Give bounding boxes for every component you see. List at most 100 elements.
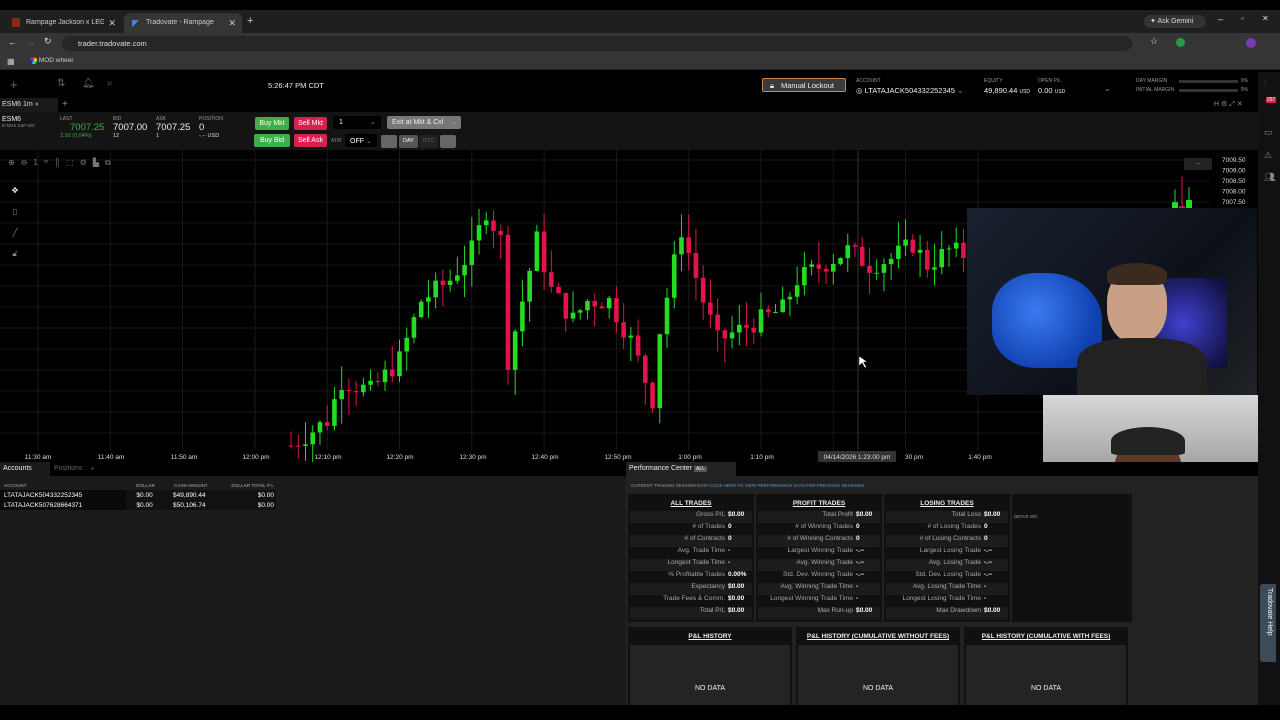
table-row[interactable]: LTATAJACK504332252345 $0.00 $49,890.44 $0.0… [0,490,276,500]
toggle-left-button[interactable] [381,135,397,148]
crosshair-time-label: 04/14/2026 1:23:00 pm [824,454,891,461]
lock-drawings-icon[interactable]: 🔓︎ [12,249,18,258]
profile-avatar[interactable] [1246,38,1256,48]
open-pl-value: 0.00 [1038,86,1053,95]
time-tick-label: 11:40 am [98,454,125,461]
warning-icon[interactable]: ⚠ [1264,150,1273,160]
candle-body [910,239,916,253]
scroll-to-latest-button[interactable]: → [1184,158,1212,170]
stat-value: 0 [984,535,988,542]
add-module-tab-icon[interactable]: + [62,99,68,110]
column-header[interactable]: CASH AMOUNT [174,482,208,488]
reload-icon[interactable]: ↻ [44,36,52,46]
module-tab-esm6[interactable]: ESM6 1m ● [0,98,58,112]
sliders-icon[interactable]: ⫶ [1264,78,1267,88]
sell-market-button[interactable]: Sell Mkt [294,117,327,130]
buy-market-button[interactable]: Buy Mkt [255,117,289,130]
chart-type-icon[interactable]: ║ [54,158,67,167]
url-input[interactable]: trader.tradovate.com [62,36,1132,51]
atm-select[interactable]: OFF ⌄ [345,134,377,147]
module-tab-label: ESM6 1m [2,101,33,108]
notification-badge[interactable]: 257 [1266,97,1277,103]
crosshair-icon[interactable]: ✥ [11,186,19,195]
candle-body [845,245,851,259]
tradovate-favicon-icon: ◤ [132,18,139,28]
column-header[interactable]: DOLLAR [135,482,155,488]
bell-icon[interactable]: 🔔︎ [82,78,95,89]
account-icon: ◎ [856,86,863,95]
new-tab-icon[interactable]: + [247,15,254,27]
back-icon[interactable]: ← [8,37,17,47]
candle-body [418,301,424,318]
extension-icon[interactable] [1176,38,1185,47]
sell-ask-button[interactable]: Sell Ask [294,134,327,147]
transfer-icon[interactable]: ⇅ [57,78,66,89]
candle-body [643,355,648,383]
bid-label: BID [113,116,122,122]
candle-body [476,225,482,241]
indicators-icon[interactable]: ▙ [92,158,105,167]
quantity-input[interactable]: 1 ⌄ [333,116,381,129]
settings-icon[interactable]: ⚙ [79,158,93,167]
candle-body [310,432,316,445]
tab-label: Rampage Jackson x LEGENDS [26,19,104,26]
candle-body [339,389,344,400]
ask-gemini-button[interactable]: ✦ Ask Gemini [1144,15,1206,28]
bookmark-mod-wheel[interactable]: MOD wheel [30,57,73,64]
select-area-icon[interactable]: ⬚ [66,158,80,167]
column-header[interactable]: DOLLAR TOTAL P L [231,482,274,488]
candle-body [961,242,966,258]
close-tab-icon[interactable]: ✕ [228,18,236,28]
chart-canvas[interactable]: 7009.50 7009.00 7008.50 7008.00 7007.50 11:30… [0,150,1258,465]
templates-icon[interactable]: ⧉ [105,158,117,167]
candle-body [787,296,793,300]
stat-row: Avg. Winning Trade -.-- [758,559,880,571]
timeframe-icon[interactable]: 1ᵐ [33,158,55,167]
toggle-right-button[interactable] [440,135,456,148]
line-tool-icon[interactable]: ╱ [12,228,18,237]
stat-value: -.-- [856,571,865,578]
column-header[interactable]: ACCOUNT [4,482,27,488]
tif-day-button[interactable]: DAY [399,135,418,148]
account-selector[interactable]: ACCOUNT ◎ LTATAJACK504332252345 ⌄ [856,78,963,95]
help-tab-label: Tradovate Help [1266,588,1273,636]
margin-meters: DAY MARGIN 0% INITIAL MARGIN 0% [1136,78,1248,93]
buy-bid-button[interactable]: Buy Bid [254,134,290,147]
search-icon[interactable]: ⌕ [107,78,113,89]
chat-icon[interactable]: ▭ [1264,127,1273,137]
symbol[interactable]: ESM6 E-MINI S&P 500 [2,116,35,128]
zoom-out-icon[interactable]: ⊖ [20,158,34,167]
table-row[interactable]: LTATAJACK507628664371 $0.00 $50,106.74 $0.0… [0,500,276,510]
candle-body [505,234,511,370]
stat-row: Expectancy $0.00 [630,583,752,595]
tab-positions[interactable]: Positions [54,465,83,472]
help-tab[interactable]: Tradovate Help [1260,584,1276,662]
forward-icon[interactable]: → [26,37,35,47]
browser-tab-active[interactable]: ◤ Tradovate - Rampage ✕ [124,13,242,33]
browser-tab[interactable]: Rampage Jackson x LEGENDS ✕ [4,13,122,33]
maximize-icon[interactable]: ▫ [1241,14,1244,23]
lock-icon: 🔒︎ [770,81,774,90]
add-module-icon[interactable]: + [10,77,18,92]
module-window-icons[interactable]: H ⚙ ⤢ ✕ [1214,101,1243,108]
users-icon[interactable]: 👥︎ [1264,172,1276,182]
apps-grid-icon[interactable]: ▦ [7,57,15,66]
tif-gtc-button[interactable]: GTC [419,135,438,148]
close-window-icon[interactable]: ✕ [1262,14,1269,23]
bookmark-star-icon[interactable]: ☆ [1150,36,1159,46]
previous-sessions-link[interactable]: CLICK HERE TO VIEW PERFORMANCE DATA FOR … [709,483,865,488]
add-tab-icon[interactable]: + [90,464,95,473]
minimize-icon[interactable]: – [1218,14,1224,24]
account-value: LTATAJACK504332252345 [864,86,955,95]
account-details-chevron-icon[interactable]: ⌄ [1104,84,1111,93]
tab-accounts[interactable]: Accounts [0,462,50,476]
ruler-icon[interactable]: ▯ [12,207,18,216]
close-tab-icon[interactable]: ✕ [108,18,116,28]
candle-body [556,286,561,294]
manual-lockout-button[interactable]: 🔒︎ Manual Lockout [762,78,846,92]
tab-performance-center[interactable]: Performance Center ALL [626,462,736,476]
zoom-in-icon[interactable]: ⊕ [8,158,21,167]
stat-label: Total P/L [699,607,725,614]
exit-at-market-cancel-button[interactable]: Exit at Mkt & Cxl ⌄ [387,116,461,129]
module-tab-bar: ESM6 1m ● + H ⚙ ⤢ ✕ [0,98,1258,112]
